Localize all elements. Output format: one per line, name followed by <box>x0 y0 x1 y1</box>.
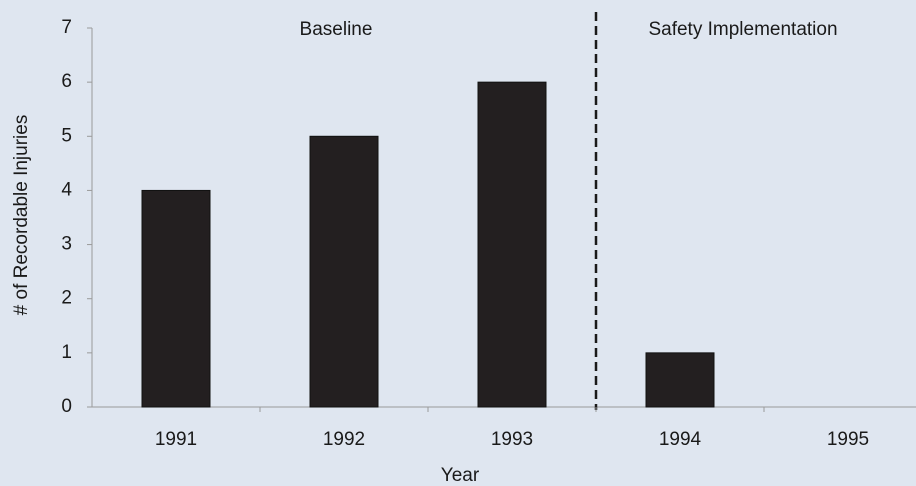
y-tick-label: 2 <box>61 288 72 309</box>
x-tick-label: 1995 <box>827 429 869 450</box>
bar <box>309 135 379 408</box>
y-tick-label: 0 <box>61 396 72 417</box>
y-tick-label: 7 <box>61 17 72 38</box>
y-tick-label: 6 <box>61 71 72 92</box>
bar <box>141 189 211 408</box>
y-axis-title: # of Recordable Injuries <box>11 115 32 316</box>
y-tick-label: 3 <box>61 234 72 255</box>
y-tick-label: 1 <box>61 342 72 363</box>
bar <box>477 81 547 408</box>
x-tick-label: 1992 <box>323 429 365 450</box>
x-tick-label: 1994 <box>659 429 702 450</box>
bar <box>645 352 715 408</box>
x-axis-title: Year <box>441 465 480 486</box>
y-tick-label: 4 <box>61 179 72 200</box>
annotation: Safety Implementation <box>648 19 837 40</box>
y-tick-label: 5 <box>61 125 72 146</box>
x-tick-label: 1991 <box>155 429 197 450</box>
annotation: Baseline <box>300 19 373 40</box>
x-tick-label: 1993 <box>491 429 533 450</box>
